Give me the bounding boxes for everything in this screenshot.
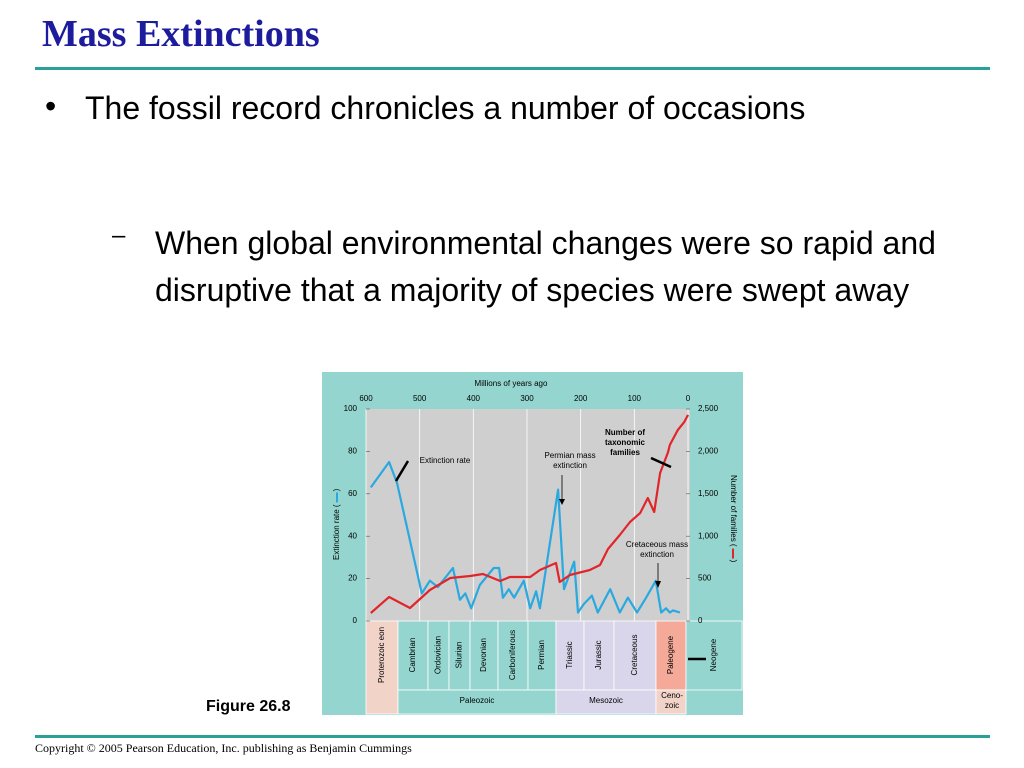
y2-tick-label: 1,000 [698,531,719,540]
axis-label: Extinction rate ( [332,504,341,560]
title-rule [35,67,990,70]
period-label: Permian [537,640,546,670]
pointer [650,456,672,469]
slide-title: Mass Extinctions [42,13,320,55]
period-label: Silurian [455,642,464,669]
bullet-marker: • [45,88,57,124]
era-cell [655,689,687,715]
x-tick-label: 0 [686,394,691,403]
x-tick-label: 100 [628,394,642,403]
y-tick-label: 40 [348,531,357,540]
era-label: Paleozoic [460,696,495,705]
x-tick-label: 300 [520,394,534,403]
period-label: Jurassic [594,640,603,669]
y-tick-label: 60 [348,489,357,498]
series-line [370,414,689,614]
bullet-text: The fossil record chronicles a number of… [85,90,806,126]
arrow-head [559,499,565,505]
era-cell [555,689,657,715]
period-cell [655,620,687,691]
period-label: Proterozoic eon [377,627,386,683]
period-cell [397,620,429,691]
period-label: Paleogene [666,635,675,674]
era-cell [397,689,557,715]
axis-label-group: Extinction rate () [332,488,341,560]
y-tick-label: 20 [348,574,357,583]
period-cell [365,620,399,715]
period-label: Devonian [479,638,488,672]
period-label: Cretaceous [630,635,639,676]
y2-tick-label: 1,500 [698,489,719,498]
y-tick-label: 0 [353,616,358,625]
y-tick-label: 80 [348,447,357,456]
axis-label: ) [729,560,738,563]
x-tick-label: 400 [467,394,481,403]
x-tick-label: 500 [413,394,427,403]
x-tick-label: 200 [574,394,588,403]
period-cell [613,620,657,691]
sub-bullet-text: When global environmental changes were s… [155,225,936,308]
era-label: Ceno-zoic [661,691,683,710]
y2-tick-label: 0 [698,616,703,625]
axis-label-group: Number of families () [729,475,738,563]
period-label: Carboniferous [508,630,517,680]
period-cell [555,620,585,691]
arrow-head [655,581,661,588]
period-label: Cambrian [408,638,417,673]
x-tick-label: 600 [359,394,373,403]
era-label: Mesozoic [589,696,623,705]
figure-caption: Figure 26.8 [206,698,291,715]
footer-rule [35,735,990,738]
y-tick-label: 100 [344,404,358,413]
sub-bullet-marker: – [112,222,126,249]
annotation: Permian mass extinction [544,451,596,470]
y2-tick-label: 500 [698,574,712,583]
annotation: Cretaceous mass extinction [625,540,689,559]
axis-label: ) [332,488,341,491]
axis-label: Number of families ( [729,475,738,547]
period-label: Ordovician [434,636,443,674]
pointer [394,460,410,482]
period-label: Triassic [565,641,574,668]
annotation: Number of taxonomic families [604,428,645,457]
x-axis-label: Millions of years ago [475,379,548,388]
period-label: Neogene [709,638,718,671]
annotation: Extinction rate [419,456,471,465]
footer: Copyright © 2005 Pearson Education, Inc.… [35,741,412,755]
period-cell [685,620,743,691]
y2-tick-label: 2,500 [698,404,719,413]
y2-tick-label: 2,000 [698,447,719,456]
series-line [369,460,681,614]
